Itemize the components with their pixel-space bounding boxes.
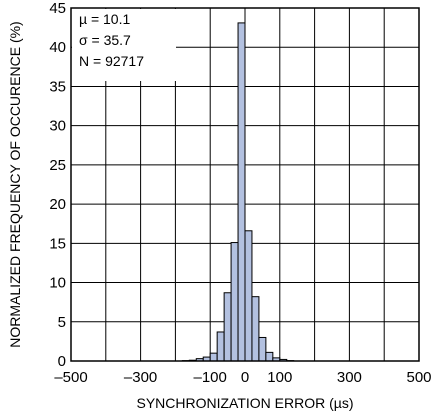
histogram-bar <box>244 230 253 362</box>
y-tick-label: 0 <box>58 353 66 370</box>
x-tick-label: 500 <box>406 369 431 386</box>
y-axis-label: NORMALIZED FREQUENCY OF OCCURENCE (%) <box>7 21 23 347</box>
histogram-bar <box>237 22 246 362</box>
histogram-bar <box>251 296 260 362</box>
x-tick-label: –300 <box>124 369 157 386</box>
y-tick-labels: 0 5 10 15 20 25 30 35 40 45 <box>49 0 66 370</box>
histogram-bar <box>265 351 274 362</box>
histogram-bar <box>209 352 218 362</box>
x-tick-label: 100 <box>267 369 292 386</box>
stat-annotation: µ = 10.1 <box>79 11 130 27</box>
x-tick-labels: –500 –300 –100 0 100 300 500 <box>54 369 431 386</box>
y-tick-label: 15 <box>49 235 66 252</box>
histogram-bar <box>258 336 267 362</box>
x-tick-label: –500 <box>54 369 87 386</box>
bars <box>181 22 295 362</box>
x-tick-label: 300 <box>337 369 362 386</box>
y-tick-label: 35 <box>49 78 66 95</box>
histogram-bar <box>230 242 239 362</box>
stats-box <box>72 9 176 81</box>
x-axis-label: SYNCHRONIZATION ERROR (µs) <box>136 395 353 411</box>
stats-annotations: µ = 10.1 σ = 35.7 N = 92717 <box>79 11 144 69</box>
y-tick-label: 45 <box>49 0 66 17</box>
y-tick-label: 20 <box>49 196 66 213</box>
plot-frame <box>70 7 420 362</box>
stat-annotation: N = 92717 <box>79 53 144 69</box>
y-tick-label: 30 <box>49 118 66 135</box>
y-tick-label: 40 <box>49 39 66 56</box>
stat-annotation: σ = 35.7 <box>79 32 131 48</box>
histogram-bar <box>223 292 232 362</box>
y-tick-label: 25 <box>49 157 66 174</box>
x-tick-label: 0 <box>241 369 249 386</box>
x-tick-label: –100 <box>194 369 227 386</box>
histogram-bar <box>216 331 225 362</box>
y-tick-label: 5 <box>58 314 66 331</box>
y-tick-label: 10 <box>49 275 66 292</box>
